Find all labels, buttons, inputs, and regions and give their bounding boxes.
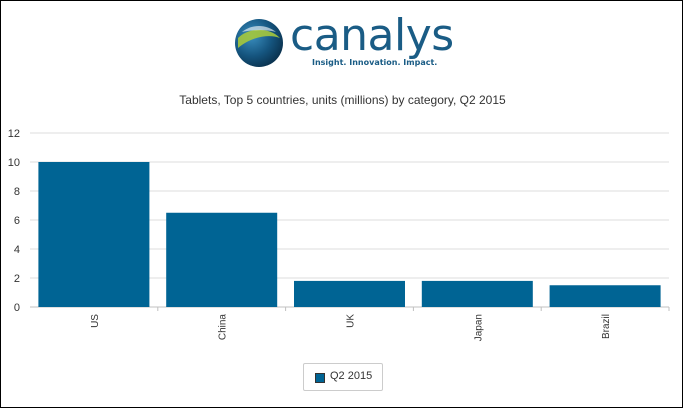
logo-tagline: Insight. Innovation. Impact. bbox=[312, 58, 438, 67]
legend-label: Q2 2015 bbox=[330, 370, 373, 382]
logo-wordmark: canalys bbox=[290, 10, 454, 61]
bar bbox=[549, 285, 661, 307]
x-tick-label: UK bbox=[346, 314, 357, 328]
x-tick-label: Brazil bbox=[601, 314, 612, 339]
legend[interactable]: Q2 2015 bbox=[303, 363, 383, 391]
y-tick-label: 6 bbox=[14, 215, 20, 227]
bar bbox=[38, 162, 150, 307]
y-tick-label: 2 bbox=[14, 273, 20, 285]
bar bbox=[421, 280, 533, 307]
x-tick-label: China bbox=[218, 314, 229, 341]
y-tick-label: 4 bbox=[14, 244, 20, 256]
canalys-logo: canalys Insight. Innovation. Impact. bbox=[234, 10, 464, 78]
bar bbox=[294, 280, 405, 307]
y-tick-label: 8 bbox=[14, 186, 20, 198]
x-tick-label: Japan bbox=[473, 314, 484, 341]
chart-title: Tablets, Top 5 countries, units (million… bbox=[179, 93, 506, 107]
globe-icon bbox=[235, 19, 283, 67]
y-tick-label: 0 bbox=[14, 302, 20, 314]
bar bbox=[166, 212, 278, 307]
y-tick-label: 12 bbox=[8, 128, 20, 140]
legend-swatch bbox=[315, 373, 325, 383]
y-tick-label: 10 bbox=[8, 157, 20, 169]
x-tick-label: US bbox=[90, 314, 101, 328]
